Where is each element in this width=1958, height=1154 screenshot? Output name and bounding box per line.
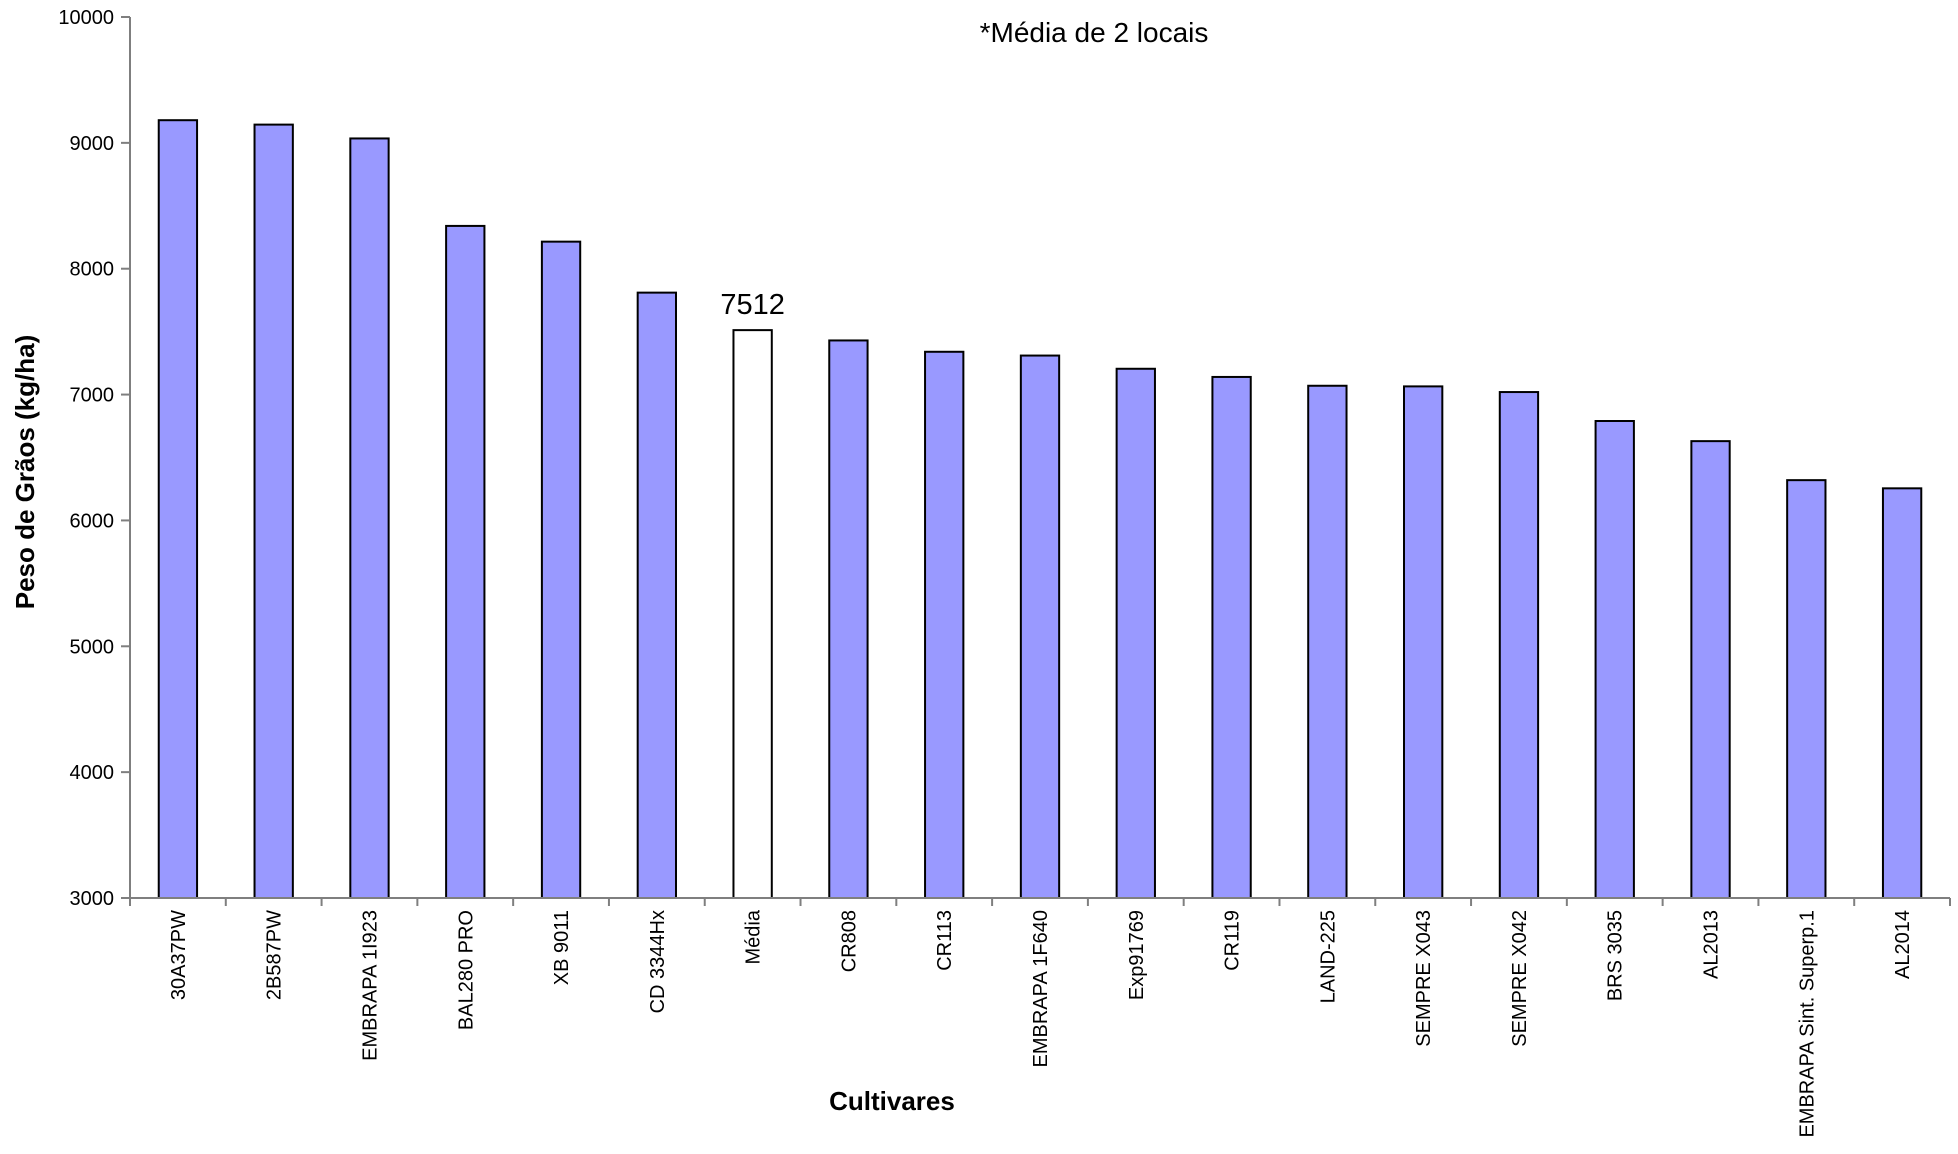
bar [349,137,390,899]
x-category-label: 30A37PW [168,910,190,1000]
bar-media [732,329,773,899]
bar [1690,440,1731,899]
y-tick-label: 5000 [70,636,115,658]
bar [1307,384,1348,899]
bar [540,240,582,899]
bar [1594,420,1635,899]
x-category-label: CD 3344Hx [647,910,669,1013]
y-tick-label: 3000 [70,888,115,910]
bar [924,350,965,899]
y-axis-title: Peso de Grãos (kg/ha) [10,335,40,610]
bar [636,291,677,899]
bar [1403,385,1444,899]
y-tick-label: 9000 [70,133,115,155]
axes-group [121,16,1951,906]
x-category-label: LAND-225 [1317,910,1339,1003]
bar [253,123,294,900]
x-category-label: EMBRAPA 1I923 [359,910,381,1061]
x-category-label: SEMPRE X042 [1509,910,1531,1047]
x-category-label: BRS 3035 [1605,910,1627,1001]
bar [157,119,199,899]
chart-annotation: *Média de 2 locais [980,17,1209,48]
x-category-label: BAL280 PRO [455,910,477,1030]
bar [1115,367,1156,899]
x-category-label: 2B587PW [264,910,286,1000]
x-category-label: AL2014 [1892,910,1914,979]
y-tick-label: 10000 [58,7,114,29]
bar [445,224,486,900]
bars-group [157,119,1923,900]
bar [1019,354,1061,899]
x-category-label: SEMPRE X043 [1413,910,1435,1047]
x-category-label: CR808 [838,910,860,972]
y-tick-label: 7000 [70,385,115,407]
x-category-label: EMBRAPA Sint. Superp.1 [1796,910,1818,1138]
x-category-label: EMBRAPA 1F640 [1030,910,1052,1067]
labels-group: 3000 4000 5000 6000 7000 8000 9000 10000 30A37PW… [58,7,1914,1138]
bar [1498,391,1540,899]
bar [1881,487,1923,899]
bar [1211,375,1252,899]
y-tick-label: 8000 [70,259,115,281]
bar [1786,479,1827,899]
x-category-label: CR119 [1222,910,1244,971]
x-category-label: Média [743,909,765,964]
x-category-label: CR113 [934,910,956,971]
x-axis-title: Cultivares [829,1086,955,1116]
x-category-label: XB 9011 [551,910,573,985]
x-category-label: Exp91769 [1126,910,1148,1000]
x-category-label: AL2013 [1701,910,1723,979]
y-tick-label: 4000 [70,762,115,784]
y-tick-label: 6000 [70,510,115,532]
bar [828,339,869,899]
bar-data-label: 7512 [720,289,785,321]
